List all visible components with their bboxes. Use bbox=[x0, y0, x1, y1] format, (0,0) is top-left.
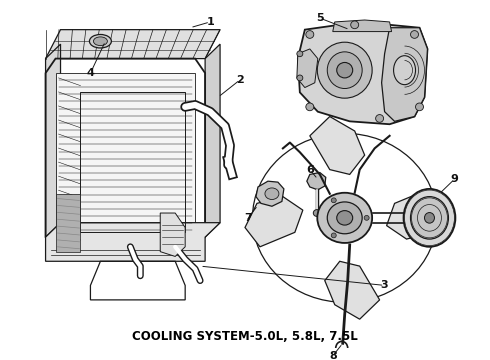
Ellipse shape bbox=[306, 31, 314, 38]
Text: 7: 7 bbox=[244, 213, 252, 223]
Text: 2: 2 bbox=[236, 75, 244, 85]
Ellipse shape bbox=[411, 31, 418, 38]
Text: 1: 1 bbox=[206, 17, 214, 27]
Ellipse shape bbox=[411, 197, 448, 239]
Ellipse shape bbox=[404, 189, 455, 247]
Polygon shape bbox=[46, 30, 220, 59]
Text: 3: 3 bbox=[381, 280, 389, 291]
Ellipse shape bbox=[327, 52, 362, 89]
Ellipse shape bbox=[306, 103, 314, 111]
Ellipse shape bbox=[364, 215, 369, 220]
Ellipse shape bbox=[337, 63, 353, 78]
Text: 6: 6 bbox=[306, 165, 314, 175]
Ellipse shape bbox=[351, 21, 359, 29]
Ellipse shape bbox=[337, 211, 353, 225]
Polygon shape bbox=[297, 49, 318, 87]
Polygon shape bbox=[55, 73, 195, 237]
Polygon shape bbox=[245, 197, 303, 247]
Polygon shape bbox=[160, 213, 185, 256]
Ellipse shape bbox=[318, 193, 372, 243]
Ellipse shape bbox=[318, 42, 372, 98]
Ellipse shape bbox=[393, 56, 416, 85]
Ellipse shape bbox=[327, 202, 362, 234]
Text: 5: 5 bbox=[316, 13, 323, 23]
Ellipse shape bbox=[297, 75, 303, 81]
Polygon shape bbox=[298, 22, 427, 124]
Ellipse shape bbox=[297, 51, 303, 57]
Polygon shape bbox=[205, 44, 220, 237]
Polygon shape bbox=[46, 223, 220, 261]
Text: 8: 8 bbox=[329, 351, 337, 360]
Ellipse shape bbox=[265, 188, 279, 199]
Ellipse shape bbox=[313, 210, 320, 216]
Ellipse shape bbox=[424, 212, 435, 223]
Ellipse shape bbox=[331, 198, 336, 203]
Polygon shape bbox=[55, 194, 80, 252]
Polygon shape bbox=[333, 20, 392, 32]
Polygon shape bbox=[387, 189, 444, 239]
Polygon shape bbox=[310, 117, 365, 175]
Polygon shape bbox=[382, 28, 427, 121]
Ellipse shape bbox=[376, 114, 384, 122]
Ellipse shape bbox=[416, 103, 423, 111]
Ellipse shape bbox=[94, 37, 107, 46]
Polygon shape bbox=[256, 181, 284, 206]
Ellipse shape bbox=[90, 35, 111, 48]
Text: 4: 4 bbox=[87, 68, 95, 78]
Text: COOLING SYSTEM-5.0L, 5.8L, 7.5L: COOLING SYSTEM-5.0L, 5.8L, 7.5L bbox=[132, 330, 358, 343]
Polygon shape bbox=[307, 172, 326, 190]
Polygon shape bbox=[325, 261, 380, 319]
Polygon shape bbox=[46, 44, 61, 237]
Ellipse shape bbox=[331, 233, 336, 238]
Text: 9: 9 bbox=[450, 174, 458, 184]
